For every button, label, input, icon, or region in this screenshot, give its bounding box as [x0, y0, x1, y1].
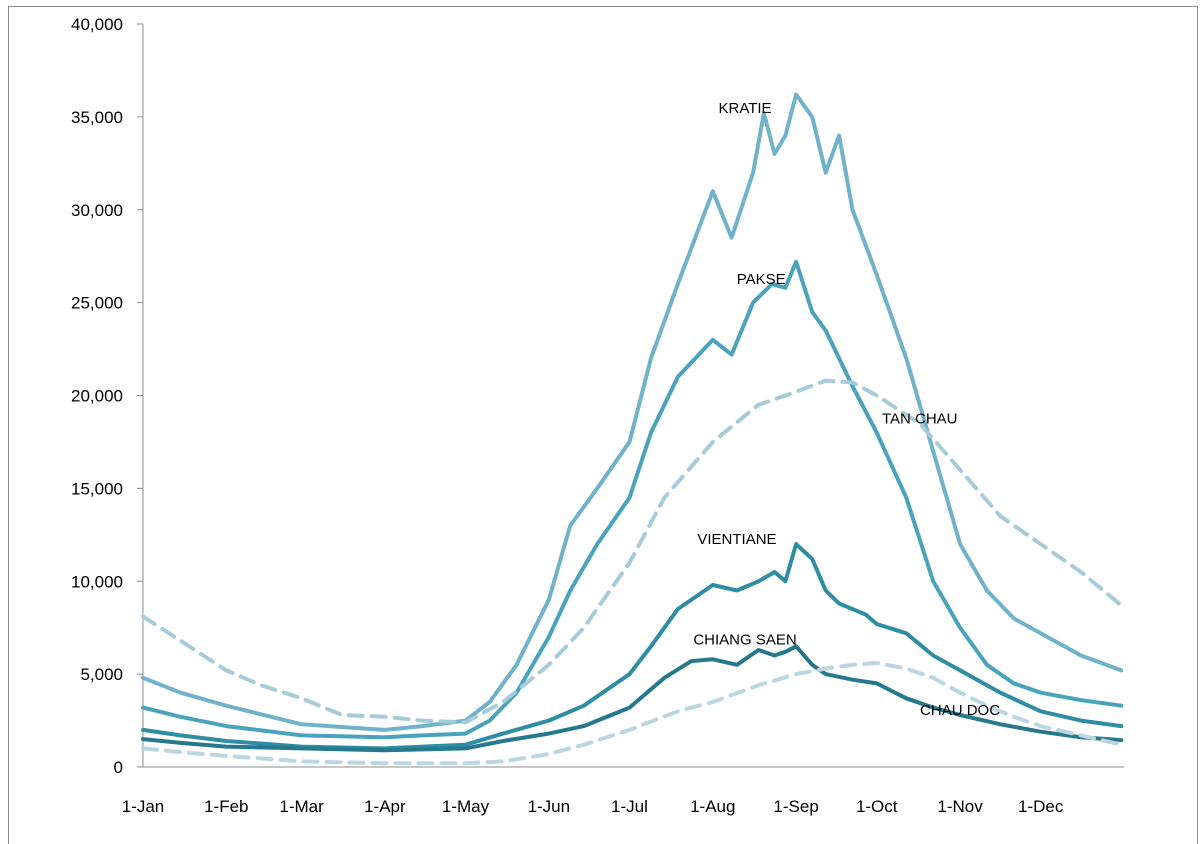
chart-frame [8, 6, 1198, 844]
x-tick-label: 1-Apr [364, 797, 406, 816]
x-tick-label: 1-Nov [937, 797, 983, 816]
series-line-chau-doc [141, 661, 1124, 766]
y-tick-label: 25,000 [71, 294, 123, 313]
x-tick-label: 1-Mar [279, 797, 324, 816]
y-tick-label: 40,000 [71, 15, 123, 34]
x-tick-label: 1-Aug [690, 797, 735, 816]
x-tick-label: 1-Oct [856, 797, 898, 816]
x-tick-label: 1-Dec [1018, 797, 1064, 816]
series-label: CHAU DOC [920, 702, 1000, 719]
series-label: TAN CHAU [882, 410, 958, 427]
y-tick-label: 15,000 [71, 479, 123, 498]
series-line-kratie [141, 92, 1124, 732]
x-tick-label: 1-Sep [773, 797, 818, 816]
y-tick-label: 5,000 [80, 665, 123, 684]
series-line-tan-chau [141, 378, 1124, 725]
series-lines [141, 92, 1124, 766]
series-line-pakse [141, 259, 1124, 740]
x-tick-label: 1-Jun [528, 797, 571, 816]
series-label: VIENTIANE [697, 531, 776, 548]
series-label: KRATIE [718, 100, 771, 117]
y-tick-label: 20,000 [71, 387, 123, 406]
axes: 0 5,000 10,000 15,000 20,000 25,000 30,000 35,0… [71, 15, 1124, 816]
y-tick-label: 0 [114, 758, 123, 777]
y-tick-label: 30,000 [71, 201, 123, 220]
x-tick-label: 1-May [442, 797, 490, 816]
x-tick-label: 1-Jul [611, 797, 648, 816]
series-labels: KRATIE PAKSE TAN CHAU VIENTIANE CHIANG SAEN C… [693, 100, 1000, 719]
x-tick-label: 1-Feb [204, 797, 248, 816]
series-label: PAKSE [737, 271, 786, 288]
y-tick-label: 35,000 [71, 108, 123, 127]
x-tick-label: 1-Jan [122, 797, 165, 816]
series-label: CHIANG SAEN [693, 631, 796, 648]
series-line-vientiane [141, 542, 1124, 751]
series-line-chiang-saen [141, 644, 1124, 753]
y-tick-label: 10,000 [71, 572, 123, 591]
